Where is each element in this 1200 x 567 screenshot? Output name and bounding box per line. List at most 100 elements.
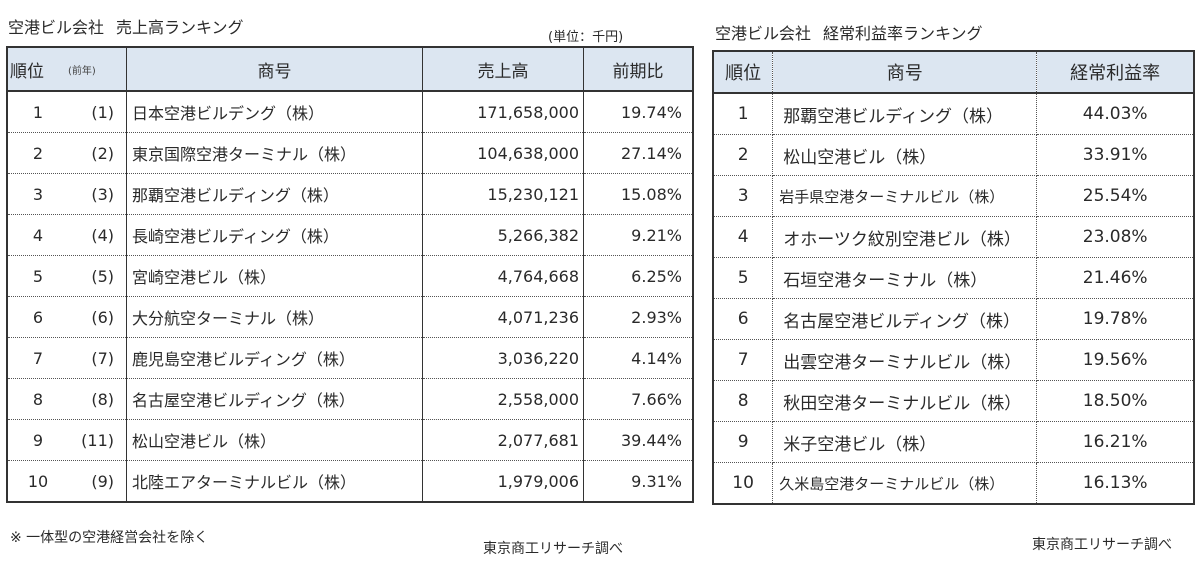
rank-cell: 6 xyxy=(712,298,774,340)
yoy-cell: 2.93% xyxy=(583,296,694,338)
prev-rank: (7) xyxy=(91,348,114,368)
sales-cell: 2,077,681 xyxy=(422,419,584,461)
company-cell: 那覇空港ビルディング（株） xyxy=(126,173,423,215)
table-header-row: 順位 商号 経常利益率 xyxy=(712,51,1195,94)
company-cell: 出雲空港ターミナルビル（株） xyxy=(772,339,1038,381)
rank-cell: 7 (7) xyxy=(6,337,127,379)
table-header-row: 順位 (前年) 商号 売上高 前期比 xyxy=(6,47,694,92)
company-cell: 久米島空港ターミナルビル（株） xyxy=(772,462,1038,504)
source-credit-right: 東京商工リサーチ調べ xyxy=(1032,537,1172,553)
table-row: 2 (2) 東京国際空港ターミナル（株） 104,638,000 27.14% xyxy=(6,132,694,174)
margin-cell: 18.50% xyxy=(1036,380,1195,422)
company-cell: 日本空港ビルデング（株） xyxy=(126,91,423,133)
table-row: 9 米子空港ビル（株） 16.21% xyxy=(712,421,1195,463)
table-row: 6 (6) 大分航空ターミナル（株） 4,071,236 2.93% xyxy=(6,296,694,338)
sales-cell: 4,764,668 xyxy=(422,255,584,297)
company-cell: 大分航空ターミナル（株） xyxy=(126,296,423,338)
header-company: 商号 xyxy=(126,47,423,92)
company-cell: 那覇空港ビルディング（株） xyxy=(772,93,1038,135)
company-cell: オホーツク紋別空港ビル（株） xyxy=(772,216,1038,258)
company-cell: 鹿児島空港ビルディング（株） xyxy=(126,337,423,379)
company-cell: 北陸エアターミナルビル（株） xyxy=(126,460,423,502)
sales-cell: 5,266,382 xyxy=(422,214,584,256)
rank-cell: 1 xyxy=(712,93,774,135)
rank-cell: 5 xyxy=(712,257,774,299)
title-part2: 経常利益率ランキング xyxy=(823,24,983,43)
margin-ranking-title: 空港ビル会社 経常利益率ランキング xyxy=(715,20,983,44)
sales-ranking-title: 空港ビル会社 売上高ランキング xyxy=(8,14,244,38)
rank-cell: 2 xyxy=(712,134,774,176)
table-row: 5 (5) 宮崎空港ビル（株） 4,764,668 6.25% xyxy=(6,255,694,297)
yoy-cell: 39.44% xyxy=(583,419,694,461)
title-part1: 空港ビル会社 xyxy=(8,18,105,37)
rank-cell: 3 (3) xyxy=(6,173,127,215)
company-cell: 名古屋空港ビルディング（株） xyxy=(772,298,1038,340)
company-cell: 石垣空港ターミナル（株） xyxy=(772,257,1038,299)
margin-cell: 16.21% xyxy=(1036,421,1195,463)
header-yoy: 前期比 xyxy=(583,47,694,92)
sales-cell: 4,071,236 xyxy=(422,296,584,338)
company-cell: 松山空港ビル（株） xyxy=(126,419,423,461)
table-row: 9 (11) 松山空港ビル（株） 2,077,681 39.44% xyxy=(6,419,694,461)
prev-rank: (11) xyxy=(81,430,114,450)
yoy-cell: 7.66% xyxy=(583,378,694,420)
header-rank: 順位 xyxy=(712,51,774,94)
rank-cell: 2 (2) xyxy=(6,132,127,174)
yoy-cell: 4.14% xyxy=(583,337,694,379)
table-row: 3 (3) 那覇空港ビルディング（株） 15,230,121 15.08% xyxy=(6,173,694,215)
prev-rank: (3) xyxy=(91,184,114,204)
rank: 3 xyxy=(32,184,44,204)
header-prev-year-label: (前年) xyxy=(68,65,96,77)
table-row: 1 (1) 日本空港ビルデング（株） 171,658,000 19.74% xyxy=(6,91,694,133)
margin-cell: 19.56% xyxy=(1036,339,1195,381)
company-cell: 長崎空港ビルディング（株） xyxy=(126,214,423,256)
sales-cell: 104,638,000 xyxy=(422,132,584,174)
rank-cell: 7 xyxy=(712,339,774,381)
rank-cell: 9 xyxy=(712,421,774,463)
company-cell: 秋田空港ターミナルビル（株） xyxy=(772,380,1038,422)
margin-cell: 33.91% xyxy=(1036,134,1195,176)
yoy-cell: 9.31% xyxy=(583,460,694,502)
margin-ranking-table: 順位 商号 経常利益率 1 那覇空港ビルディング（株） 44.03% 2 松山空港ビル… xyxy=(712,50,1195,505)
prev-rank: (1) xyxy=(91,102,114,122)
table-row: 10 久米島空港ターミナルビル（株） 16.13% xyxy=(712,462,1195,504)
company-cell: 宮崎空港ビル（株） xyxy=(126,255,423,297)
rank-cell: 8 (8) xyxy=(6,378,127,420)
source-credit-left: 東京商工リサーチ調べ xyxy=(483,541,623,557)
prev-rank: (6) xyxy=(91,307,114,327)
company-cell: 米子空港ビル（株） xyxy=(772,421,1038,463)
yoy-cell: 6.25% xyxy=(583,255,694,297)
table-row: 10 (9) 北陸エアターミナルビル（株） 1,979,006 9.31% xyxy=(6,460,694,502)
rank-cell: 5 (5) xyxy=(6,255,127,297)
company-cell: 東京国際空港ターミナル（株） xyxy=(126,132,423,174)
rank-cell: 1 (1) xyxy=(6,91,127,133)
sales-cell: 1,979,006 xyxy=(422,460,584,502)
header-company: 商号 xyxy=(772,51,1038,94)
rank: 5 xyxy=(32,266,44,286)
table-row: 1 那覇空港ビルディング（株） 44.03% xyxy=(712,93,1195,135)
rank-cell: 3 xyxy=(712,175,774,217)
rank: 6 xyxy=(32,307,44,327)
table-row: 6 名古屋空港ビルディング（株） 19.78% xyxy=(712,298,1195,340)
title-part2: 売上高ランキング xyxy=(116,18,244,37)
rank-cell: 10 xyxy=(712,462,774,504)
table-row: 4 (4) 長崎空港ビルディング（株） 5,266,382 9.21% xyxy=(6,214,694,256)
rank-cell: 10 (9) xyxy=(6,460,127,502)
margin-cell: 16.13% xyxy=(1036,462,1195,504)
sales-ranking-table: 順位 (前年) 商号 売上高 前期比 1 (1) 日本空港ビルデング（株） 171,65… xyxy=(6,46,694,503)
yoy-cell: 19.74% xyxy=(583,91,694,133)
sales-cell: 3,036,220 xyxy=(422,337,584,379)
table-row: 8 秋田空港ターミナルビル（株） 18.50% xyxy=(712,380,1195,422)
rank: 2 xyxy=(32,143,44,163)
rank: 9 xyxy=(32,430,44,450)
sales-cell: 171,658,000 xyxy=(422,91,584,133)
margin-cell: 23.08% xyxy=(1036,216,1195,258)
company-cell: 岩手県空港ターミナルビル（株） xyxy=(772,175,1038,217)
rank: 10 xyxy=(27,471,49,491)
yoy-cell: 9.21% xyxy=(583,214,694,256)
rank-cell: 4 xyxy=(712,216,774,258)
yoy-cell: 15.08% xyxy=(583,173,694,215)
rank: 4 xyxy=(32,225,44,245)
header-margin: 経常利益率 xyxy=(1036,51,1195,94)
prev-rank: (9) xyxy=(91,471,114,491)
